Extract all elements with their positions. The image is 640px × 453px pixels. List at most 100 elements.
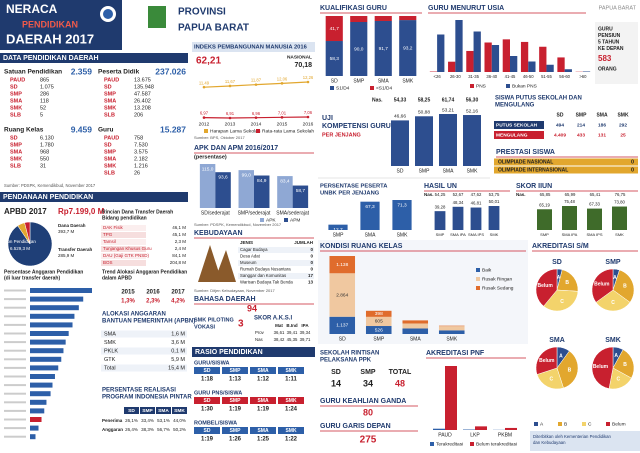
row-label: SMA xyxy=(10,149,22,155)
title-band xyxy=(192,347,315,357)
table-value: 34 xyxy=(363,378,373,388)
data-label: 50,88 xyxy=(418,110,430,116)
table-label: Tunjangan Khusus Guru xyxy=(103,246,152,251)
table-row xyxy=(238,279,314,286)
group-total: 2.359 xyxy=(71,66,93,76)
legend-swatch xyxy=(606,422,610,426)
bar xyxy=(30,417,42,422)
bar xyxy=(402,320,429,324)
row-label: SD xyxy=(10,135,18,141)
table-value: 292 xyxy=(619,122,627,128)
x-tick-label: SMP xyxy=(540,232,549,237)
pie-value: 393,7 M xyxy=(58,229,75,234)
bar xyxy=(30,391,51,397)
nas-value: 61,74 xyxy=(442,97,455,103)
pie-label: Belum xyxy=(593,364,609,370)
bar xyxy=(329,273,356,317)
table-row xyxy=(101,364,187,372)
row-value: 26.402 xyxy=(134,98,151,104)
pie-label: A xyxy=(557,275,561,281)
table-row xyxy=(101,347,187,355)
bar-label-placeholder xyxy=(4,401,26,404)
bar xyxy=(434,211,446,230)
table-header-cell xyxy=(250,397,276,404)
ratio-value: 1:12 xyxy=(257,377,270,383)
data-label: 7,06 xyxy=(304,110,313,115)
table-header-cell xyxy=(250,367,276,374)
nas-label: Nas. xyxy=(424,192,434,197)
nas-label: Nas. xyxy=(372,97,383,103)
nas-value: 54,33 xyxy=(394,97,407,103)
group-total: 237.026 xyxy=(155,66,186,76)
section-title: GURU MENURUT USIA xyxy=(428,5,504,12)
data-label: 93,6 xyxy=(218,174,228,180)
data-label: 84,9 xyxy=(257,178,267,184)
x-tick-label: SMP xyxy=(436,232,445,237)
data-label: 93,2 xyxy=(403,45,413,51)
bar xyxy=(325,16,343,42)
table-value: 56,7% xyxy=(157,427,170,432)
row-value: 7.530 xyxy=(134,142,148,148)
group-label: Satuan Pendidikan xyxy=(4,69,62,76)
table-value: 1,6 M xyxy=(171,331,185,337)
table-header: SMP xyxy=(360,369,376,376)
section-title: SEKOLAH RINTISAN xyxy=(320,351,379,357)
table-label: Tamsil xyxy=(103,239,116,244)
table-title: Bidang pendidikan xyxy=(102,215,147,221)
table-header-cell xyxy=(278,397,304,404)
data-label: 73,80 xyxy=(614,200,625,205)
section-title: GURU KEAHLIAN GANDA xyxy=(320,398,406,405)
table-header: SD xyxy=(331,369,341,376)
data-label: 48,34 xyxy=(453,200,464,205)
bar xyxy=(365,326,392,334)
table-header: SMP xyxy=(230,428,242,434)
table-title: Trend Alokasi Anggaran Pendidikan xyxy=(102,269,187,275)
section-title: PELAKSANA PPK xyxy=(320,358,372,364)
bar-label-placeholder xyxy=(4,306,26,309)
nas-label: Nas. xyxy=(516,192,526,197)
source: Sumber: BPS, Oktober 2017 xyxy=(194,135,245,140)
ratio-value: 1:30 xyxy=(201,407,214,413)
row-value: 1.216 xyxy=(134,163,148,169)
point xyxy=(254,83,258,86)
bar xyxy=(254,175,270,208)
section-title: UJI xyxy=(322,115,333,122)
point xyxy=(202,85,206,89)
province-logo xyxy=(148,6,166,28)
data-label: 75,48 xyxy=(564,199,575,204)
bar-label-placeholder xyxy=(4,315,26,318)
bar xyxy=(510,56,518,72)
x-tick-label: 2012 xyxy=(199,121,210,127)
row-label: SD xyxy=(104,84,112,90)
data-label: 46,66 xyxy=(394,114,406,120)
row-value: 1.780 xyxy=(40,142,54,148)
table-header: SD xyxy=(204,368,211,374)
bar xyxy=(329,316,356,334)
pie-slice xyxy=(591,346,614,389)
row-label-cell xyxy=(494,131,544,139)
row-value: 206 xyxy=(134,112,143,118)
bar-label-placeholder xyxy=(4,341,26,344)
data-label: 605 xyxy=(375,319,383,325)
group-total: 9.459 xyxy=(71,124,93,134)
footer-text: dan Kebudayaan xyxy=(533,440,566,445)
x-tick-label: 41-45 xyxy=(505,74,516,79)
pie-slice xyxy=(543,289,579,312)
ratio-value: 1:19 xyxy=(257,407,270,413)
nasional-value: 70,18 xyxy=(294,62,312,69)
nas-value: 65,41 xyxy=(590,192,601,197)
table-label: Museum xyxy=(240,260,257,265)
legend-swatch xyxy=(204,129,208,133)
x-tick-label: SD xyxy=(397,168,404,174)
x-tick-label: 2013 xyxy=(225,121,236,127)
pie-label: B xyxy=(623,362,627,368)
x-tick-label: SMP xyxy=(333,232,345,238)
table-value: 25 xyxy=(620,132,626,138)
group-label: Guru xyxy=(98,127,114,134)
table-value: 2,4 M xyxy=(175,246,187,251)
table-header-cell xyxy=(194,427,220,434)
legend-swatch xyxy=(260,218,264,222)
year: 2017 xyxy=(171,290,185,296)
table-header: TOTAL xyxy=(389,369,412,376)
ratio-value: 1:25 xyxy=(257,437,270,443)
